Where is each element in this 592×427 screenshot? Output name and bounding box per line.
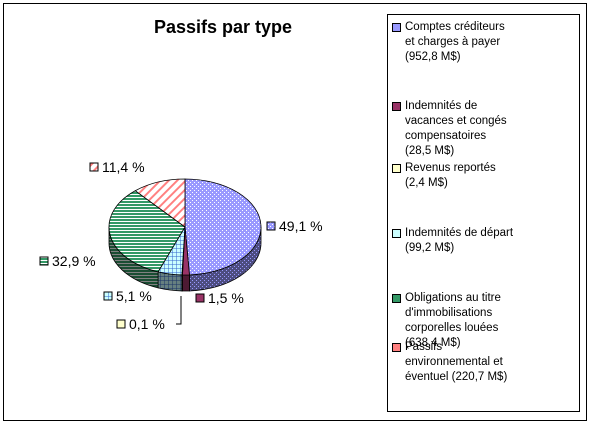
- pct-label-severance: 5,1 %: [116, 288, 152, 304]
- pct-label-accounts-payable: 49,1 %: [279, 218, 323, 234]
- legend-swatch-vacation-pay: [392, 102, 401, 111]
- legend-label-environmental: Passifs environnemental et éventuel (220…: [405, 341, 508, 383]
- pct-swatch-accounts-payable: [266, 221, 276, 231]
- legend-swatch-capital-leases: [392, 294, 401, 303]
- legend-swatch-accounts-payable: [392, 23, 401, 32]
- chart-title: Passifs par type: [153, 17, 293, 37]
- pct-label-deferred-revenue: 0,1 %: [129, 316, 165, 332]
- pct-label-environmental: 11,4 %: [102, 159, 145, 175]
- legend-swatch-severance: [392, 229, 401, 238]
- pie-slice-accounts-payable: [184, 178, 262, 276]
- leader-line-deferred-revenue: [176, 296, 182, 325]
- pct-swatch-environmental: [89, 162, 99, 172]
- pie-sides: [108, 226, 262, 292]
- legend-label-vacation-pay: Indemnités de vacances et congés compens…: [405, 100, 507, 157]
- pct-swatch-vacation-pay: [195, 293, 205, 303]
- pct-label-vacation-pay: 1,5 %: [208, 290, 244, 306]
- legend-label-accounts-payable: Comptes créditeurs et charges à payer (9…: [405, 21, 505, 63]
- legend: Comptes créditeurs et charges à payer (9…: [387, 14, 580, 412]
- pie-side-vacation-pay: [182, 274, 190, 292]
- pct-swatch-severance: [103, 291, 113, 301]
- legend-swatch-environmental: [392, 343, 401, 352]
- pct-label-capital-leases: 32,9 %: [52, 253, 96, 269]
- pct-swatch-deferred-revenue: [116, 319, 126, 329]
- pie-tops: [108, 178, 262, 276]
- legend-swatch-deferred-revenue: [392, 164, 401, 173]
- legend-label-deferred-revenue: Revenus reportés (2,4 M$): [405, 162, 496, 189]
- pie-slice-environmental: [134, 178, 186, 228]
- pie-slice-capital-leases: [108, 190, 186, 273]
- legend-label-capital-leases: Obligations au titre d'immobilisations c…: [405, 292, 501, 349]
- pct-swatch-capital-leases: [39, 256, 49, 266]
- legend-label-severance: Indemnités de départ (99,2 M$): [405, 227, 514, 254]
- pie-labels: 49,1 % 1,5 % 0,1 % 5,1 % 32,9 % 11,4 %: [39, 159, 323, 332]
